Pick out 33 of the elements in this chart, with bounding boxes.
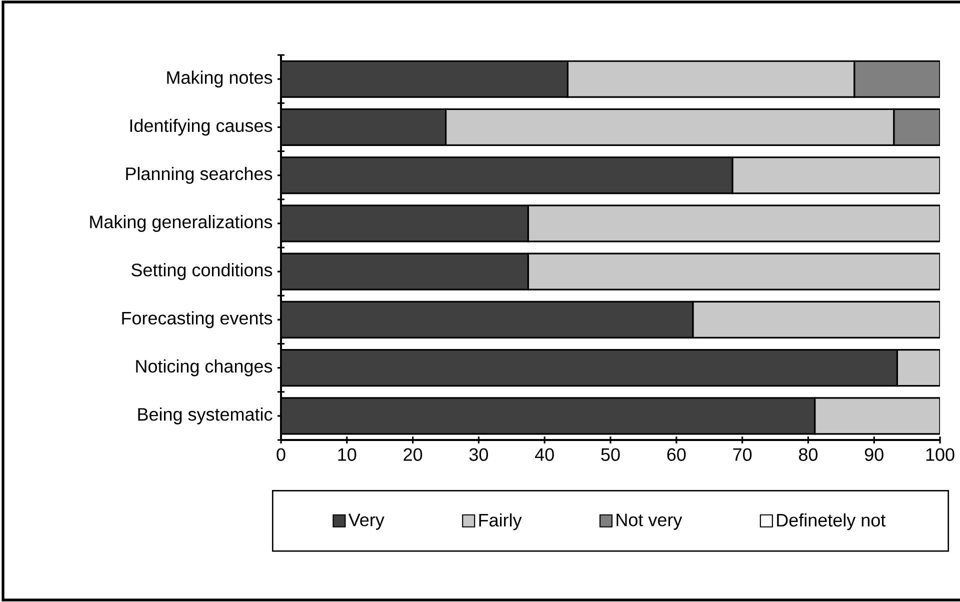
bar <box>814 397 940 435</box>
legend-label: Fairly <box>479 513 522 530</box>
x-tick-label: 10 <box>338 448 356 461</box>
y-tick-label: Making notes <box>167 70 272 88</box>
x-tick-label: 0 <box>276 448 286 461</box>
bar <box>896 349 940 387</box>
x-tick-label: 80 <box>798 448 818 461</box>
legend-label: Very <box>348 514 384 530</box>
bar <box>732 156 940 194</box>
y-tick-label: Making generalizations <box>90 215 272 232</box>
legend-label: Not very <box>616 514 682 530</box>
x-tick-label: 40 <box>535 448 554 461</box>
y-tick-label: Noticing changes <box>136 359 272 376</box>
x-tick-label: 20 <box>404 448 422 461</box>
x-tick-label: 50 <box>601 448 620 461</box>
bar <box>527 252 940 290</box>
bar <box>527 204 940 242</box>
bar <box>854 60 940 98</box>
y-tick-label: Identifying causes <box>130 118 272 136</box>
x-tick-label: 60 <box>667 448 686 461</box>
bar <box>566 60 856 98</box>
y-tick-label: Forecasting events <box>122 311 272 328</box>
y-tick-label: Setting conditions <box>132 263 272 280</box>
bar <box>692 300 940 338</box>
x-tick-label: 100 <box>926 448 954 461</box>
x-tick-label: 30 <box>469 448 488 461</box>
y-tick-label: Planning searches <box>126 166 272 184</box>
x-tick-label: 90 <box>864 448 884 461</box>
x-tick-label: 70 <box>733 448 752 461</box>
y-tick-label: Being systematic <box>138 408 272 424</box>
bar <box>893 108 940 146</box>
bar <box>444 108 895 146</box>
legend-label: Definetely not <box>777 513 886 530</box>
